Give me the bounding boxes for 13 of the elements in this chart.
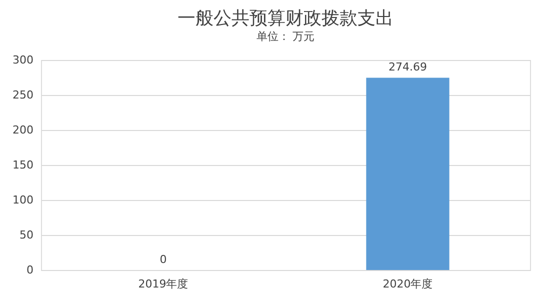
- y-tick-label: 250: [12, 88, 34, 102]
- y-tick-label: 0: [26, 264, 34, 276]
- y-tick-label: 200: [12, 124, 34, 136]
- data-label: 0: [160, 253, 167, 266]
- y-tick-label: 150: [12, 158, 34, 172]
- x-tick-label: 2019年度: [138, 278, 188, 290]
- y-tick-label: 300: [12, 54, 34, 66]
- data-label: 274.69: [388, 60, 427, 74]
- y-tick-label: 100: [12, 194, 34, 206]
- y-tick-label: 50: [20, 228, 34, 242]
- chart-title: 一般公共预算财政拨款支出: [178, 8, 394, 29]
- chart-subtitle: 单位： 万元: [256, 30, 315, 43]
- x-tick-label: 2020年度: [382, 278, 433, 290]
